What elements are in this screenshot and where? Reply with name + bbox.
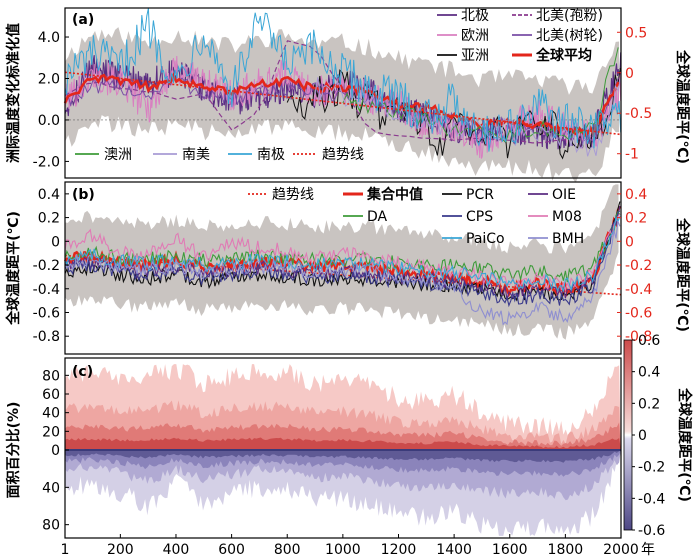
panel-a-series-trend: [64, 71, 622, 136]
panel-b-legend-label: 集合中值: [366, 186, 423, 203]
colorbar: [623, 339, 633, 531]
panel-a-ylabel: 洲际温度变化标准化值: [5, 23, 22, 163]
panel-a-legend-label: 南极: [257, 147, 285, 163]
panel-b-legend-label: PaiCo: [466, 231, 505, 247]
x-tick-label: 1000: [325, 542, 361, 558]
panel-a-series-2: [286, 68, 621, 160]
panel-a-legend-label: 澳洲: [104, 147, 132, 163]
panel-c-label: (c): [72, 364, 93, 380]
panel-b-ytick-label: 0.2: [38, 211, 60, 227]
panel-b-legend-label: OIE: [552, 187, 576, 203]
panel-a-legend-label: 北美(树轮): [536, 28, 603, 44]
colorbar-tick-label: -0.4: [638, 491, 665, 507]
panel-b-legend-label: BMH: [552, 231, 584, 247]
panel-b-y2tick-label: -0.4: [625, 282, 652, 298]
panel-c-ylabel: 面积百分比(%): [5, 402, 22, 499]
panel-a-y2tick-label: -0.5: [625, 106, 652, 122]
panel-b-y2tick-label: 0.2: [625, 211, 647, 227]
x-tick-label: 600: [218, 542, 245, 558]
panel-b-ytick-label: -0.8: [33, 329, 60, 345]
panel-b-series-7: [64, 215, 621, 293]
x-tick-label: 1200: [381, 542, 417, 558]
panel-a-ytick-label: 2.0: [38, 71, 60, 87]
x-tick-label: 800: [274, 542, 301, 558]
x-tick-label: 200: [107, 542, 134, 558]
panel-c-warm-area: [65, 437, 621, 450]
panel-b-y2tick-label: 0.4: [625, 187, 647, 203]
panel-b-legend-label: PCR: [466, 187, 494, 203]
x-tick-label: 2000: [603, 542, 639, 558]
panel-a-legend-label: 南美: [182, 147, 210, 163]
panel-b-series-5: [64, 210, 621, 308]
panel-a-ytick-label: 4.0: [38, 30, 60, 46]
panel-a-series-5: [63, 72, 620, 138]
panel-a-y2label: 全球温度距平(℃): [674, 49, 691, 164]
panel-b-label: (b): [72, 187, 95, 203]
x-tick-label: 1: [61, 542, 70, 558]
colorbar-tick-label: -0.6: [638, 523, 665, 539]
panel-a-ytick-label: -2.0: [33, 154, 60, 170]
panel-a-frame: [64, 7, 622, 179]
x-axis-label: 年: [641, 542, 655, 558]
panel-a-legend-label: 亚洲: [461, 48, 489, 64]
panel-a-legend-label: 北极: [461, 8, 489, 24]
panel-b-ytick-label: -0.6: [33, 305, 60, 321]
x-tick-label: 1600: [492, 542, 528, 558]
panel-a-legend-label: 北美(孢粉): [536, 8, 603, 24]
panel-b-ylabel: 全球温度距平(℃): [5, 211, 22, 326]
panel-b-legend-label: M08: [552, 209, 582, 225]
panel-c-cool-area: [65, 450, 621, 463]
panel-a-legend-label: 全球平均: [535, 47, 592, 64]
panel-b-ytick-label: 0: [51, 234, 60, 250]
x-tick-label: 400: [163, 542, 190, 558]
panel-c-ytick-label: 80: [42, 518, 60, 534]
panel-c-ytick-label: 20: [42, 424, 60, 440]
panel-b-ytick-label: 0.4: [38, 187, 60, 203]
panel-a-legend-label: 趋势线: [322, 147, 364, 163]
x-tick-label: 1800: [548, 542, 584, 558]
panel-b-y2tick-label: 0: [625, 234, 634, 250]
panel-b-legend-label: 趋势线: [272, 187, 314, 203]
x-tick-label: 1400: [436, 542, 472, 558]
colorbar-tick-label: -0.2: [638, 460, 665, 476]
colorbar-tick-label: 0.6: [638, 333, 660, 349]
panel-a-y2tick-label: 0: [625, 66, 634, 82]
panel-a-series-8: [64, 8, 622, 152]
panel-a-y2tick-label: -1: [625, 147, 639, 163]
panel-b-series-8: [64, 220, 621, 326]
panel-b-y2tick-label: -0.6: [625, 305, 652, 321]
panel-b-ytick-label: -0.2: [33, 258, 60, 274]
panel-c-ytick-label: 40: [42, 480, 60, 496]
colorbar-tick-label: 0.4: [638, 365, 660, 381]
panel-c-ytick-label: 60: [42, 387, 60, 403]
colorbar-tick-label: 0: [638, 428, 647, 444]
panel-c-ytick-label: 80: [42, 368, 60, 384]
panel-a-legend-label: 欧洲: [461, 28, 489, 44]
panel-c-ytick-label: 40: [42, 406, 60, 422]
panel-b-legend-label: DA: [367, 209, 388, 225]
panel-b-legend-label: CPS: [466, 209, 493, 225]
panel-a-label: (a): [72, 12, 94, 28]
panel-a-y2tick-label: 0.5: [625, 25, 647, 41]
colorbar-tick-label: 0.2: [638, 396, 660, 412]
panel-b-ytick-label: -0.4: [33, 282, 60, 298]
panel-b-y2tick-label: -0.2: [625, 258, 652, 274]
panel-b-y2label: 全球温度距平(℃): [674, 217, 691, 332]
colorbar-label: 全球温度距平(℃): [676, 387, 693, 502]
panel-b-series-2: [64, 201, 621, 302]
panel-b-frame: [64, 181, 622, 355]
panel-c-ytick-label: 0: [51, 443, 60, 459]
panel-a-ytick-label: 0.0: [38, 113, 60, 129]
